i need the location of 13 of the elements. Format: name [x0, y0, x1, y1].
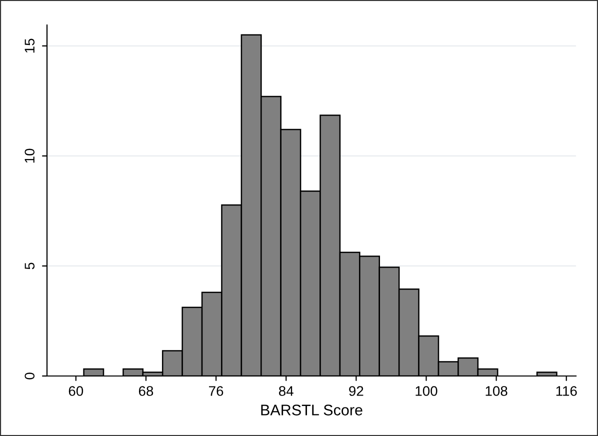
y-tick-label: 0 [24, 372, 35, 380]
x-tick-label: 92 [349, 386, 364, 396]
x-tick-label: 60 [68, 386, 84, 396]
y-tick-label: 5 [24, 262, 35, 270]
x-tick-label: 68 [138, 386, 154, 396]
y-tick-label: 10 [24, 148, 35, 163]
x-axis-title: BARSTL Score [261, 404, 362, 416]
x-tick-label: 116 [556, 386, 577, 396]
x-tick-label: 100 [416, 386, 438, 396]
x-tick-label: 84 [278, 386, 294, 396]
x-tick-label: 108 [486, 386, 508, 396]
y-tick-label: 15 [24, 38, 35, 53]
x-tick-label: 76 [209, 386, 224, 396]
